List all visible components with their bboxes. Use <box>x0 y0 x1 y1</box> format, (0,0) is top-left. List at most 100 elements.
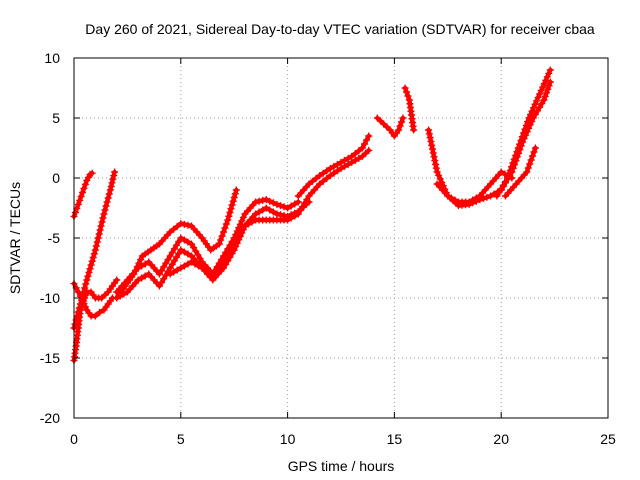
data-point <box>173 266 181 274</box>
data-point <box>164 256 172 264</box>
data-point <box>99 214 107 222</box>
data-point <box>431 157 439 165</box>
series-track-4 <box>70 280 116 320</box>
data-point <box>504 175 512 183</box>
data-point <box>323 167 331 175</box>
data-point <box>428 145 436 153</box>
data-point <box>529 152 537 160</box>
data-point <box>531 144 539 152</box>
data-point <box>355 154 363 162</box>
data-point <box>266 197 274 205</box>
data-point <box>138 262 146 270</box>
data-point <box>525 124 533 132</box>
data-point <box>235 224 243 232</box>
data-point <box>530 148 538 156</box>
data-point <box>516 146 524 153</box>
data-point <box>215 240 223 248</box>
data-point <box>316 172 324 180</box>
data-point <box>76 292 84 300</box>
data-point <box>230 240 238 248</box>
data-point <box>330 162 338 170</box>
data-point <box>95 230 103 238</box>
data-point <box>138 274 146 282</box>
data-point <box>105 190 113 198</box>
data-point <box>74 288 82 296</box>
data-point <box>425 126 433 134</box>
data-point <box>312 174 320 182</box>
data-point <box>87 261 95 269</box>
data-point <box>88 169 96 177</box>
data-point <box>536 90 544 98</box>
data-point <box>299 203 307 211</box>
data-point <box>96 308 104 316</box>
data-point <box>294 210 302 218</box>
data-point <box>234 233 242 241</box>
data-point <box>177 234 185 242</box>
data-point <box>259 196 267 204</box>
data-point <box>94 234 102 242</box>
data-point <box>545 82 553 90</box>
y-tick-label: -5 <box>48 230 61 246</box>
series-track-10 <box>373 114 407 140</box>
data-point <box>107 182 115 190</box>
data-point <box>319 169 327 177</box>
data-point <box>217 236 225 244</box>
data-point <box>534 93 542 101</box>
data-point <box>531 100 539 108</box>
series-track-12 <box>425 126 505 210</box>
data-point <box>479 194 487 202</box>
data-point <box>436 175 444 183</box>
x-axis-title: GPS time / hours <box>288 458 395 474</box>
x-tick-label: 5 <box>177 431 185 447</box>
data-point <box>97 222 105 230</box>
data-point <box>530 104 538 112</box>
data-point <box>501 179 509 187</box>
data-point <box>524 164 532 172</box>
data-point <box>218 232 226 240</box>
data-point <box>398 118 406 126</box>
data-point <box>280 203 288 211</box>
data-point <box>86 265 94 273</box>
data-point <box>237 229 245 237</box>
data-point <box>344 160 352 168</box>
data-point <box>74 200 82 208</box>
data-point <box>184 221 192 229</box>
data-point <box>90 250 98 258</box>
data-point <box>273 200 281 208</box>
data-point <box>79 188 87 196</box>
data-point <box>309 177 317 185</box>
data-point <box>527 156 535 164</box>
data-point <box>351 156 359 164</box>
data-point <box>497 168 505 176</box>
series-track-13 <box>433 168 516 206</box>
data-point <box>326 172 334 180</box>
data-point <box>101 206 109 214</box>
data-point <box>202 267 210 275</box>
data-point <box>238 217 246 225</box>
data-point <box>222 220 230 228</box>
data-point <box>113 276 121 284</box>
data-point <box>91 246 99 254</box>
data-point <box>425 130 433 138</box>
data-point <box>513 153 521 161</box>
data-point <box>194 251 202 259</box>
data-point <box>395 126 403 134</box>
data-point <box>529 114 537 122</box>
data-point <box>173 222 181 230</box>
data-point <box>81 303 89 311</box>
data-point <box>287 214 295 222</box>
data-point <box>76 196 84 204</box>
y-tick-label: 10 <box>44 50 60 66</box>
data-point <box>326 164 334 172</box>
data-point <box>266 206 274 214</box>
data-point <box>100 210 108 218</box>
data-point <box>255 208 263 216</box>
x-tick-label: 10 <box>280 431 296 447</box>
data-point <box>195 262 203 270</box>
data-point <box>259 206 267 214</box>
data-point <box>180 262 188 270</box>
data-point <box>91 312 99 320</box>
data-point <box>96 226 104 234</box>
data-point <box>232 186 240 194</box>
data-point <box>84 272 92 280</box>
